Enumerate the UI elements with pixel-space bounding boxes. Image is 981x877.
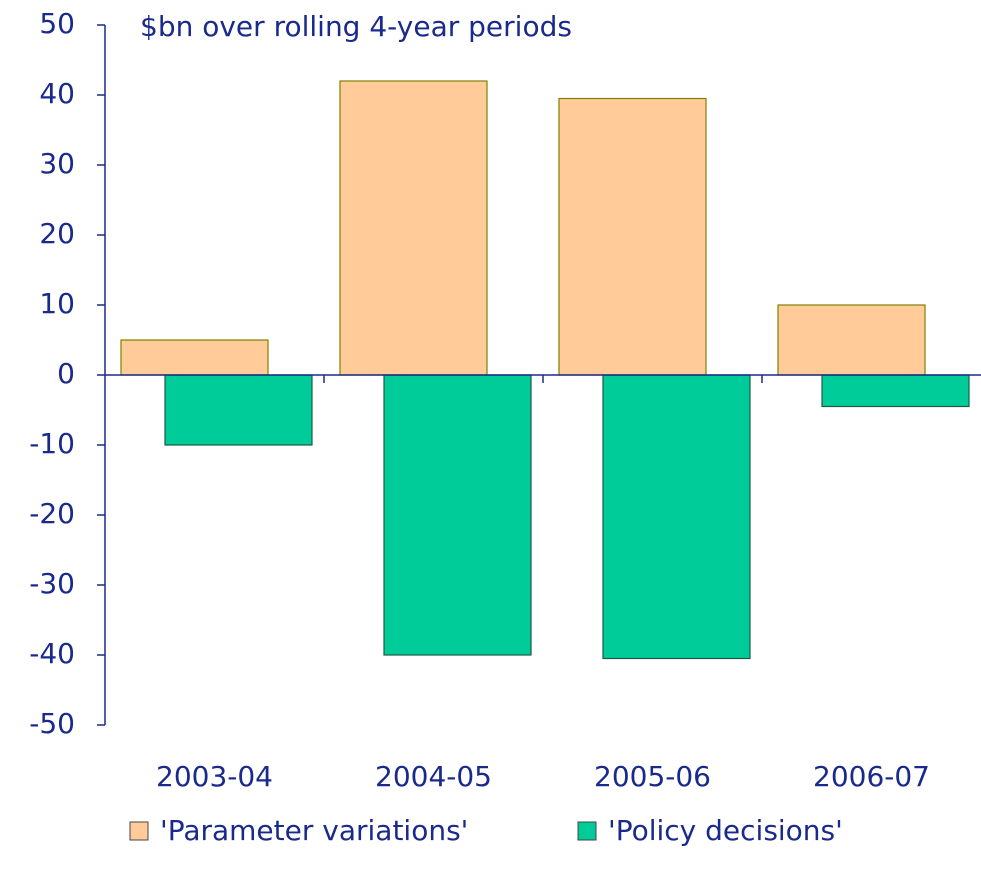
y-tick-label: -20 xyxy=(29,497,75,530)
x-tick-label: 2005-06 xyxy=(594,760,711,793)
bar xyxy=(821,374,970,408)
legend-label: 'Policy decisions' xyxy=(608,814,843,847)
bar xyxy=(777,304,926,376)
y-tick-label: 40 xyxy=(39,77,75,110)
y-tick-label: 20 xyxy=(39,217,75,250)
y-tick-label: -10 xyxy=(29,427,75,460)
y-tick-label: 50 xyxy=(39,7,75,40)
bar xyxy=(558,97,707,376)
x-tick-label: 2004-05 xyxy=(375,760,492,793)
y-tick-label: -50 xyxy=(29,707,75,740)
y-tick-label: 0 xyxy=(57,357,75,390)
bar xyxy=(164,374,313,446)
legend-label: 'Parameter variations' xyxy=(160,814,468,847)
y-tick-label: -30 xyxy=(29,567,75,600)
bar xyxy=(120,339,269,376)
legend-swatch xyxy=(129,821,149,841)
legend-swatch xyxy=(577,821,597,841)
x-tick-label: 2006-07 xyxy=(813,760,930,793)
bar xyxy=(339,80,488,376)
y-tick-label: -40 xyxy=(29,637,75,670)
y-tick-label: 30 xyxy=(39,147,75,180)
bar xyxy=(602,374,751,660)
chart-title: $bn over rolling 4-year periods xyxy=(140,10,572,43)
bar xyxy=(383,374,532,656)
x-tick-label: 2003-04 xyxy=(156,760,273,793)
y-tick-label: 10 xyxy=(39,287,75,320)
